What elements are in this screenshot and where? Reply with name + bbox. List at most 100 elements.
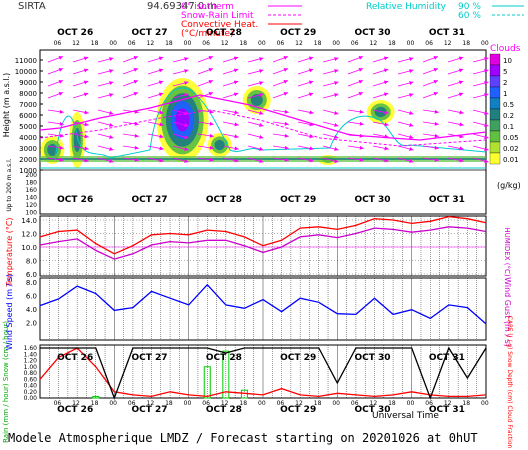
wind-arrow-head (133, 68, 139, 72)
wind-arrow-head (158, 92, 164, 97)
wind-arrow-head (383, 80, 389, 85)
wind-arrow-head (334, 123, 339, 127)
legend-left-label: Snow-Rain Limit (181, 11, 254, 21)
wind-arrow-head (259, 81, 264, 85)
wind-arrow-head (133, 56, 139, 60)
wind-arrow-head (458, 80, 464, 85)
wind-arrow-head (208, 80, 214, 84)
legend-left-label: 0° isotherm (181, 2, 234, 12)
hour-label: 00 (407, 400, 415, 407)
date-label: OCT 29 (280, 28, 316, 38)
legend-right-value: 60 % (458, 11, 481, 21)
hour-label: 18 (91, 400, 99, 407)
date-label: OCT 26 (57, 353, 93, 363)
wind-arrow-head (484, 123, 489, 127)
rain-tick-label: 0.00 (24, 395, 38, 402)
rain-tick-label: 0.80 (24, 370, 38, 377)
wind-arrow-head (59, 157, 64, 162)
wind-arrow-head (59, 109, 64, 114)
date-label: OCT 28 (206, 353, 242, 363)
snow-rain-limit (39, 109, 487, 147)
wind-arrow-head (434, 157, 439, 162)
humidex-ylabel: HUMIDEX (°C) (503, 227, 511, 276)
wind-arrow-head (433, 68, 439, 72)
wind-arrow-head (434, 109, 439, 114)
wind-arrow-head (134, 121, 139, 126)
clouds-swatch (489, 152, 501, 165)
hour-label: 00 (407, 40, 415, 47)
wind-arrow-head (184, 81, 189, 85)
hour-label: 18 (388, 40, 396, 47)
wind-arrow-head (84, 158, 89, 163)
wind-arrow-head (359, 157, 364, 162)
date-label: OCT 28 (206, 195, 242, 205)
legend-right-value: 90 % (458, 2, 481, 12)
hour-label: 06 (425, 400, 433, 407)
wind-arrow-head (334, 81, 339, 85)
wind-arrow-head (84, 122, 89, 127)
wind-arrow-head (83, 92, 89, 97)
height-frame (39, 49, 487, 215)
hour-label: 00 (481, 400, 489, 407)
legend-left-label: Convective Heat. (181, 20, 258, 30)
wind-arrow-head (133, 92, 139, 96)
wind-tick-label: 6.0 (26, 293, 37, 301)
wind-ylabel: Wind Speed (m / s) (5, 274, 14, 350)
wind-arrow-head (233, 56, 239, 61)
hour-label: 06 (425, 40, 433, 47)
wind-arrow-head (234, 158, 239, 163)
wind-arrow-head (484, 135, 489, 139)
wind-arrow-head (384, 134, 389, 139)
temperature-tick-label: 6.0 (26, 271, 37, 279)
wind-arrow-head (233, 80, 239, 85)
wind-arrow-head (409, 135, 414, 139)
wind-arrow-head (358, 56, 364, 60)
wind-arrow-head (359, 121, 364, 126)
wind-arrow-head (308, 92, 314, 97)
wind-arrow-head (409, 57, 414, 61)
cloud-area (73, 128, 81, 152)
hour-label: 06 (128, 400, 136, 407)
wind-arrow-head (284, 157, 289, 162)
clouds-swatch-label: 0.05 (503, 134, 519, 142)
cloud-area (250, 94, 263, 106)
wind-arrow-head (59, 145, 64, 150)
hour-label: 12 (444, 40, 452, 47)
wind-arrow-head (259, 93, 264, 97)
date-label: OCT 28 (206, 405, 242, 415)
wind-arrow-head (134, 145, 139, 150)
rain-tick-label: 1.00 (24, 364, 38, 371)
hour-label: 06 (54, 400, 62, 407)
rain-tick-label: 0.40 (24, 383, 38, 390)
wind-arrow-head (409, 147, 414, 151)
clouds-swatch (489, 130, 501, 143)
hour-label: 18 (239, 400, 247, 407)
date-label: OCT 27 (132, 28, 168, 38)
wind-arrow-head (359, 133, 364, 138)
date-label: OCT 30 (355, 195, 391, 205)
wind-arrow-head (484, 111, 489, 115)
hour-label: 06 (54, 40, 62, 47)
hour-label: 06 (351, 400, 359, 407)
hour-label: 00 (332, 40, 340, 47)
wind-arrow-head (158, 56, 164, 61)
wind-arrow-head (109, 159, 114, 163)
wind-arrow-head (309, 158, 314, 163)
clouds-swatch (489, 86, 501, 99)
wind-arrow-head (334, 147, 339, 151)
height-tick-label: 3000 (19, 145, 37, 153)
wind-arrow-head (433, 92, 439, 96)
wind-arrow-head (133, 80, 139, 84)
temperature-panel: 14.0 12.0 10.0 8.0 6.0 (21, 215, 487, 279)
hour-label: 00 (332, 400, 340, 407)
wind-tick-label: 2.0 (26, 320, 37, 328)
wind-arrow-head (109, 135, 114, 139)
hour-label: 12 (72, 400, 80, 407)
wind-arrow-head (334, 69, 339, 73)
wind-arrow-head (209, 145, 214, 150)
wind-arrow-head (58, 92, 64, 96)
wind-arrow-head (409, 81, 414, 85)
wind-arrow-head (283, 92, 289, 96)
clouds-swatch (489, 53, 501, 66)
